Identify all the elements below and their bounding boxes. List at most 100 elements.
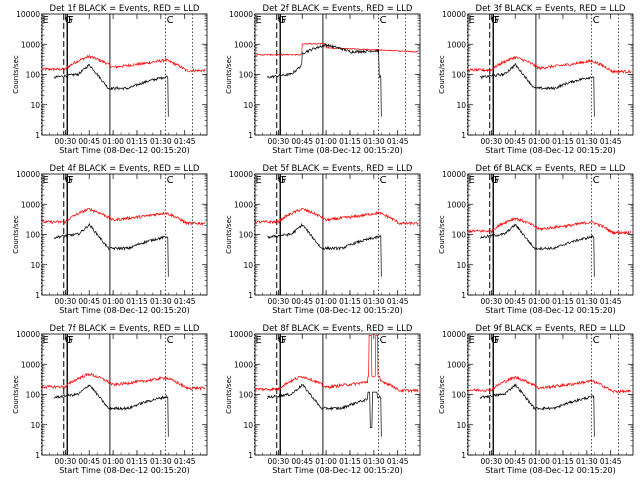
y-tick-label: 10 bbox=[456, 421, 466, 430]
y-tick-label: 10 bbox=[30, 421, 40, 430]
panel-4: Det 4f BLACK = Events, RED = LLD 1 10 100 10… bbox=[12, 164, 208, 315]
x-tick-label: 01:00 bbox=[315, 297, 337, 306]
marker-E: E bbox=[468, 335, 474, 346]
y-tick-label: 100 bbox=[26, 231, 41, 240]
y-axis-label: Counts/sec bbox=[12, 215, 20, 254]
marker-E: E bbox=[255, 175, 261, 186]
x-tick-label: 01:30 bbox=[576, 297, 598, 306]
x-tick-label: 00:30 bbox=[481, 137, 503, 146]
panel-title: Det 8f BLACK = Events, RED = LLD bbox=[263, 324, 413, 334]
x-axis-label: Start Time (08-Dec-12 00:15:20) bbox=[272, 306, 403, 315]
y-tick-label: 1000 bbox=[234, 40, 253, 49]
panel-title: Det 7f BLACK = Events, RED = LLD bbox=[50, 324, 200, 334]
y-tick-label: 100 bbox=[26, 71, 41, 80]
x-tick-label: 00:45 bbox=[504, 137, 526, 146]
panel-3: Det 3f BLACK = Events, RED = LLD 1 10 100 10… bbox=[438, 4, 634, 155]
y-axis-label: Counts/sec bbox=[12, 375, 20, 414]
x-tick-label: 01:00 bbox=[528, 457, 550, 466]
series-lld bbox=[255, 335, 419, 394]
y-tick-label: 10000 bbox=[229, 10, 253, 19]
series-lld bbox=[255, 208, 419, 227]
marker-E: E bbox=[42, 175, 48, 186]
y-tick-label: 1000 bbox=[447, 200, 466, 209]
x-tick-label: 01:00 bbox=[102, 457, 124, 466]
series-events bbox=[53, 384, 169, 437]
x-axis-label: Start Time (08-Dec-12 00:15:20) bbox=[485, 466, 616, 475]
x-tick-label: 01:00 bbox=[315, 457, 337, 466]
marker-F: F bbox=[494, 335, 500, 346]
marker-E: E bbox=[255, 335, 261, 346]
y-tick-label: 100 bbox=[239, 71, 254, 80]
x-axis-label: Start Time (08-Dec-12 00:15:20) bbox=[59, 146, 190, 155]
x-axis-label: Start Time (08-Dec-12 00:15:20) bbox=[272, 466, 403, 475]
x-axis-label: Start Time (08-Dec-12 00:15:20) bbox=[59, 306, 190, 315]
y-tick-label: 1 bbox=[35, 131, 40, 140]
y-tick-label: 10000 bbox=[442, 170, 466, 179]
x-tick-label: 00:30 bbox=[55, 457, 77, 466]
marker-G: G bbox=[65, 335, 73, 346]
y-tick-label: 1 bbox=[248, 451, 253, 460]
marker-G: G bbox=[491, 175, 499, 186]
marker-G: G bbox=[278, 175, 286, 186]
series-events bbox=[267, 222, 382, 277]
y-tick-label: 1000 bbox=[234, 200, 253, 209]
y-tick-label: 100 bbox=[452, 391, 467, 400]
y-tick-label: 10 bbox=[243, 261, 253, 270]
marker-E: E bbox=[42, 15, 48, 26]
series-lld bbox=[42, 207, 206, 226]
y-tick-label: 10000 bbox=[16, 10, 40, 19]
marker-F: F bbox=[281, 335, 287, 346]
marker-F: F bbox=[68, 175, 74, 186]
marker-E: E bbox=[42, 335, 48, 346]
panel-title: Det 6f BLACK = Events, RED = LLD bbox=[476, 164, 626, 174]
y-tick-label: 100 bbox=[452, 71, 467, 80]
y-axis-label: Counts/sec bbox=[438, 375, 446, 414]
y-axis-label: Counts/sec bbox=[225, 375, 233, 414]
y-tick-label: 10000 bbox=[16, 330, 40, 339]
panel-5: Det 5f BLACK = Events, RED = LLD 1 10 100 10… bbox=[225, 164, 421, 315]
marker-F: F bbox=[68, 335, 74, 346]
x-tick-label: 01:00 bbox=[102, 297, 124, 306]
panel-title: Det 2f BLACK = Events, RED = LLD bbox=[263, 4, 413, 14]
marker-E: E bbox=[468, 175, 474, 186]
x-tick-label: 01:45 bbox=[600, 297, 622, 306]
series-events bbox=[479, 62, 595, 117]
series-lld bbox=[468, 375, 632, 394]
series-lld bbox=[468, 55, 632, 75]
y-axis-label: Counts/sec bbox=[12, 55, 20, 94]
x-tick-label: 00:45 bbox=[291, 137, 313, 146]
x-tick-label: 01:15 bbox=[339, 297, 361, 306]
x-tick-label: 00:45 bbox=[504, 297, 526, 306]
x-tick-label: 01:15 bbox=[552, 297, 574, 306]
x-tick-label: 01:30 bbox=[363, 457, 385, 466]
y-axis-label: Counts/sec bbox=[438, 215, 446, 254]
marker-G: G bbox=[65, 175, 73, 186]
marker-C: C bbox=[593, 175, 600, 186]
x-axis-label: Start Time (08-Dec-12 00:15:20) bbox=[485, 306, 616, 315]
x-tick-label: 00:30 bbox=[268, 137, 290, 146]
y-tick-label: 10 bbox=[456, 101, 466, 110]
x-axis-label: Start Time (08-Dec-12 00:15:20) bbox=[485, 146, 616, 155]
marker-G: G bbox=[65, 15, 73, 26]
series-events bbox=[53, 63, 169, 117]
series-lld bbox=[42, 54, 206, 73]
x-tick-label: 01:15 bbox=[339, 137, 361, 146]
panel-title: Det 5f BLACK = Events, RED = LLD bbox=[263, 164, 413, 174]
x-tick-label: 01:15 bbox=[126, 297, 148, 306]
y-tick-label: 1000 bbox=[21, 360, 40, 369]
y-tick-label: 1 bbox=[461, 451, 466, 460]
series-events bbox=[479, 383, 595, 437]
x-tick-label: 01:45 bbox=[174, 137, 196, 146]
x-tick-label: 01:00 bbox=[528, 137, 550, 146]
x-tick-label: 01:45 bbox=[174, 457, 196, 466]
y-tick-label: 1 bbox=[248, 131, 253, 140]
panel-2: Det 2f BLACK = Events, RED = LLD 1 10 100 10… bbox=[225, 4, 421, 155]
y-tick-label: 1000 bbox=[21, 200, 40, 209]
y-tick-label: 10 bbox=[456, 261, 466, 270]
y-tick-label: 1000 bbox=[447, 40, 466, 49]
x-tick-label: 01:45 bbox=[600, 457, 622, 466]
marker-F: F bbox=[68, 15, 74, 26]
x-tick-label: 01:30 bbox=[363, 297, 385, 306]
x-tick-label: 00:30 bbox=[481, 457, 503, 466]
